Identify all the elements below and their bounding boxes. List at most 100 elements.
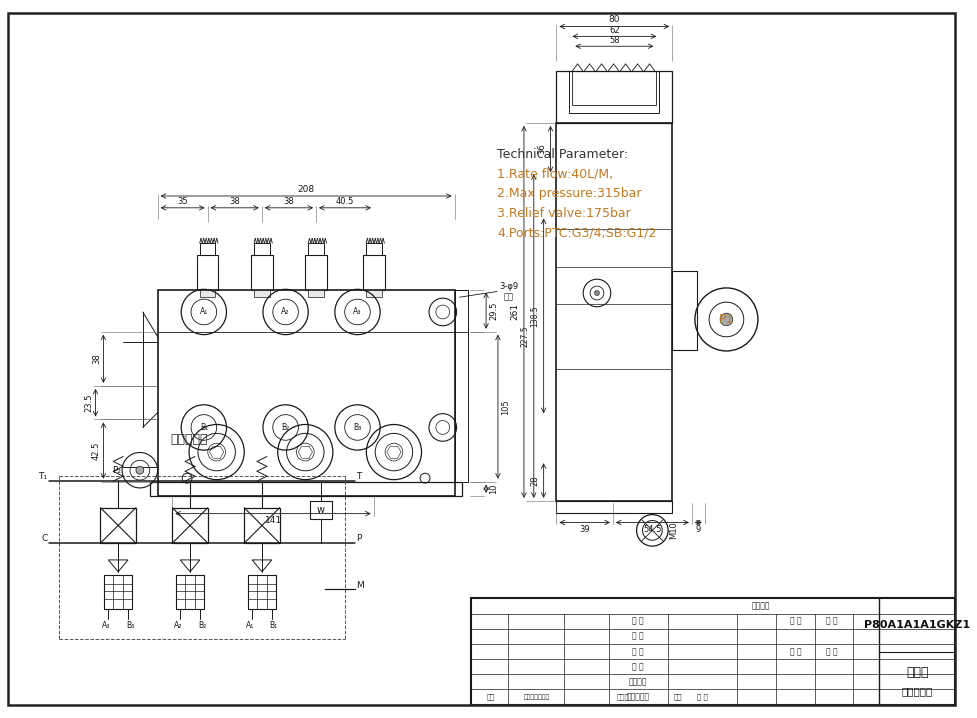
Text: 261: 261 xyxy=(510,303,519,320)
Text: 40.5: 40.5 xyxy=(335,197,354,206)
Bar xyxy=(196,255,218,289)
Text: 58: 58 xyxy=(609,36,619,45)
Bar xyxy=(199,243,215,255)
Bar xyxy=(105,574,132,609)
Circle shape xyxy=(594,291,599,296)
Bar xyxy=(157,289,454,496)
Text: 多路阀: 多路阀 xyxy=(906,666,928,679)
Text: 36: 36 xyxy=(536,144,545,154)
Text: 图样标记: 图样标记 xyxy=(751,602,770,610)
Text: 38: 38 xyxy=(229,197,239,206)
Bar xyxy=(101,508,136,544)
Bar xyxy=(251,255,273,289)
Text: 审 核: 审 核 xyxy=(697,694,706,700)
Text: B₂: B₂ xyxy=(281,423,289,432)
Bar xyxy=(305,255,326,289)
Text: 1.Rate flow:40L/M,: 1.Rate flow:40L/M, xyxy=(497,168,613,181)
Text: C: C xyxy=(41,533,47,543)
Text: 比 例: 比 例 xyxy=(826,617,837,625)
Text: 9: 9 xyxy=(695,525,701,534)
Text: 3-φ9: 3-φ9 xyxy=(498,282,518,291)
Bar xyxy=(556,123,671,501)
Text: B₃: B₃ xyxy=(126,621,134,630)
Bar xyxy=(556,71,671,123)
Text: 制 图: 制 图 xyxy=(632,632,643,640)
Bar xyxy=(365,243,381,255)
Bar xyxy=(308,289,323,297)
Text: w: w xyxy=(317,505,324,515)
Text: 外型尺寸图: 外型尺寸图 xyxy=(901,686,932,696)
Text: 第 张: 第 张 xyxy=(826,647,837,656)
Text: A₃: A₃ xyxy=(102,621,110,630)
Text: B₁: B₁ xyxy=(199,423,208,432)
Bar xyxy=(671,271,697,350)
Circle shape xyxy=(136,466,144,474)
Text: 标记: 标记 xyxy=(486,694,494,700)
Text: 更改内容或简述: 更改内容或简述 xyxy=(523,694,549,700)
Text: 105: 105 xyxy=(501,398,510,414)
Bar xyxy=(149,482,462,496)
Bar xyxy=(254,243,270,255)
Text: Technical Parameter:: Technical Parameter: xyxy=(497,148,628,161)
Bar xyxy=(172,508,207,544)
Bar xyxy=(176,574,203,609)
Text: 138.5: 138.5 xyxy=(530,305,538,327)
Text: P80A1A1A1GKZ1: P80A1A1A1GKZ1 xyxy=(864,620,969,630)
Text: 液压原理图: 液压原理图 xyxy=(171,433,208,447)
Bar xyxy=(254,289,270,297)
Bar xyxy=(308,243,323,255)
Text: 38: 38 xyxy=(283,197,294,206)
Text: 重 量: 重 量 xyxy=(789,617,801,625)
Text: A₁: A₁ xyxy=(246,621,254,630)
Text: B₂: B₂ xyxy=(197,621,206,630)
Bar xyxy=(310,501,331,518)
Text: P₂: P₂ xyxy=(111,466,120,475)
Text: 227.5: 227.5 xyxy=(520,325,529,347)
Bar xyxy=(248,574,276,609)
Text: 80: 80 xyxy=(608,15,619,24)
Text: 141: 141 xyxy=(264,516,281,525)
Text: 208: 208 xyxy=(297,185,315,194)
Text: M10: M10 xyxy=(669,521,678,539)
Text: 更改人: 更改人 xyxy=(616,694,629,700)
Text: 日期: 日期 xyxy=(672,694,681,700)
Bar xyxy=(572,71,656,106)
Bar xyxy=(362,255,384,289)
Text: A₂: A₂ xyxy=(281,307,289,317)
Text: 设 计: 设 计 xyxy=(632,617,643,625)
Text: 23.5: 23.5 xyxy=(84,393,93,412)
Bar xyxy=(199,289,215,297)
Bar xyxy=(470,598,955,704)
Text: B₁: B₁ xyxy=(270,621,277,630)
Text: 35: 35 xyxy=(177,197,188,206)
Text: 4.Ports:PTC:G3/4;SB:G1/2: 4.Ports:PTC:G3/4;SB:G1/2 xyxy=(497,227,656,240)
Text: A₂: A₂ xyxy=(174,621,183,630)
Text: B₃: B₃ xyxy=(353,423,361,432)
Text: 校 对: 校 对 xyxy=(632,662,643,671)
Text: 38: 38 xyxy=(92,353,101,364)
Text: 2.Max pressure:315bar: 2.Max pressure:315bar xyxy=(497,187,641,200)
Text: P1: P1 xyxy=(718,313,734,326)
Bar xyxy=(454,289,468,482)
Text: 28: 28 xyxy=(530,475,538,486)
Text: 工艺检查: 工艺检查 xyxy=(628,677,647,686)
Text: T: T xyxy=(357,472,361,480)
Text: 通孔: 通孔 xyxy=(503,292,513,301)
Text: 标准化检查: 标准化检查 xyxy=(626,693,649,701)
Text: 62: 62 xyxy=(609,26,619,35)
Circle shape xyxy=(719,313,732,326)
Text: 29.5: 29.5 xyxy=(489,302,498,320)
Bar xyxy=(569,71,658,113)
Text: P: P xyxy=(357,533,361,543)
Bar xyxy=(244,508,279,544)
Text: A₁: A₁ xyxy=(199,307,208,317)
Bar xyxy=(365,289,381,297)
Text: 54.5: 54.5 xyxy=(643,525,660,534)
Bar xyxy=(556,501,671,513)
Text: A₃: A₃ xyxy=(353,307,361,317)
Text: 共 张: 共 张 xyxy=(789,647,801,656)
Text: M: M xyxy=(357,581,363,590)
Text: 10: 10 xyxy=(489,483,498,494)
Text: T₁: T₁ xyxy=(38,472,47,480)
Text: 描 图: 描 图 xyxy=(632,647,643,656)
